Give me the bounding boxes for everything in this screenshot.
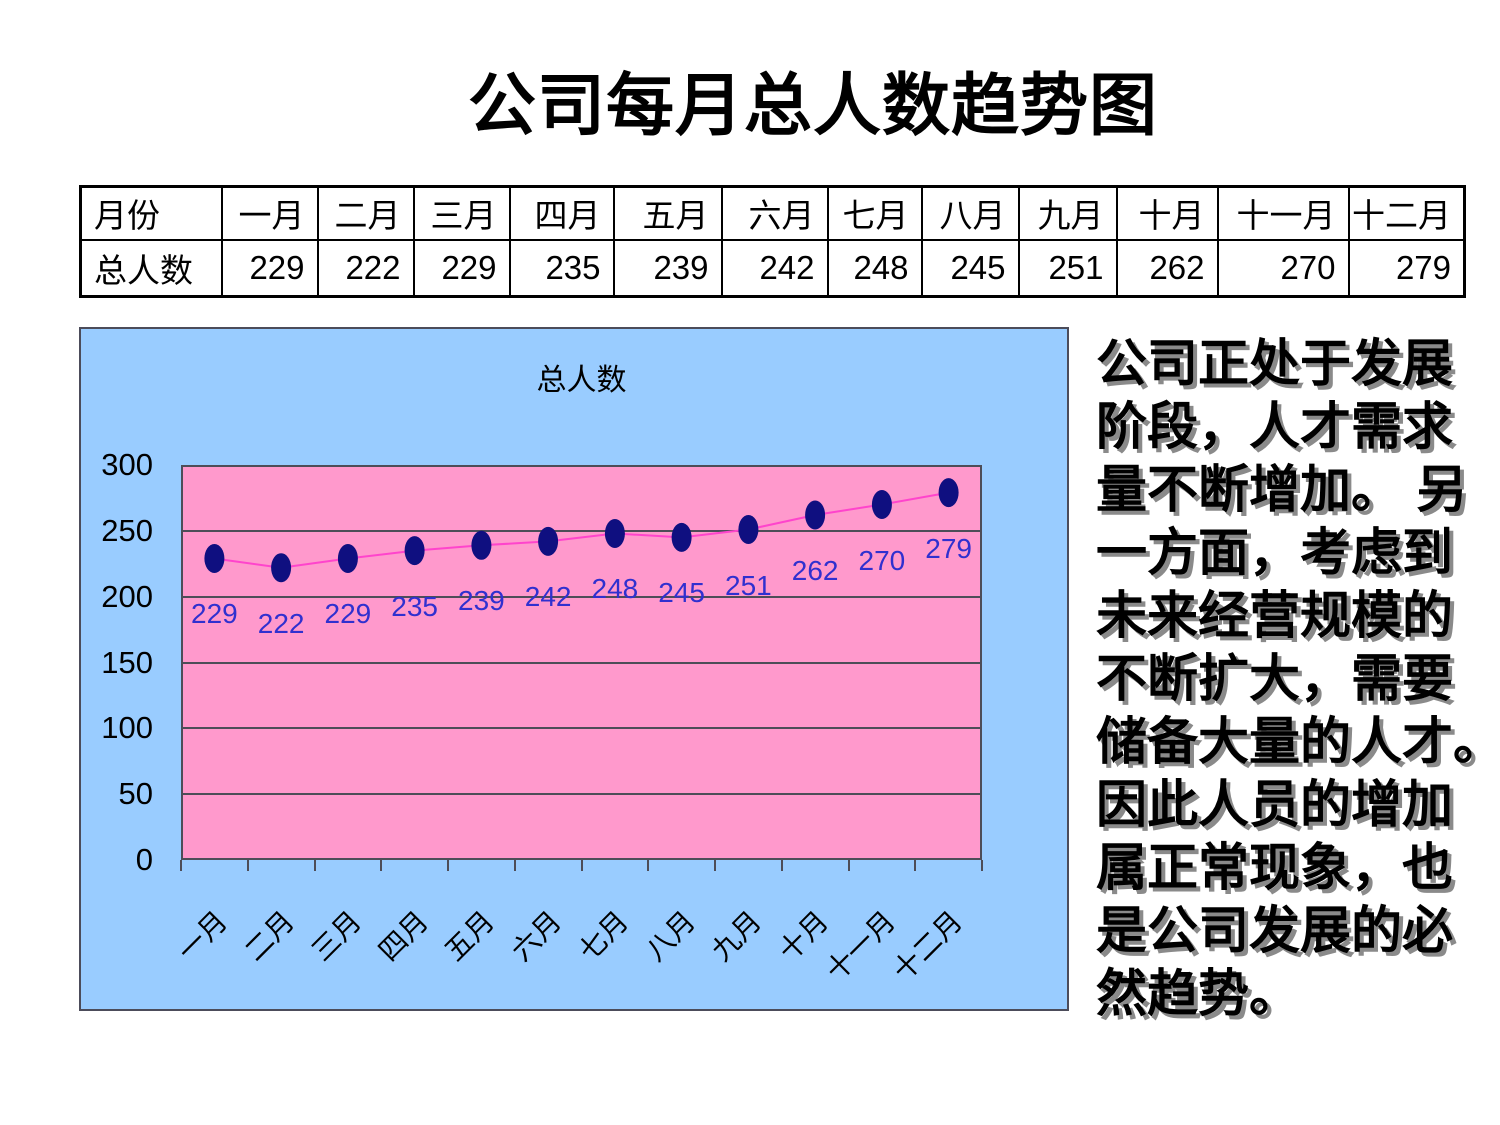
data-point-marker: [538, 526, 559, 556]
data-point-marker: [337, 544, 358, 573]
x-axis-tick: [780, 860, 783, 871]
data-table: 月份 一月 二月 三月 四月 五月 六月 七月 八月 九月 十月 十一月 十二月 总人数 229 222…: [79, 185, 1466, 298]
data-label: 270: [858, 544, 906, 576]
x-axis-label: 十二月: [886, 905, 968, 987]
x-axis-label: 三月: [305, 905, 368, 967]
data-label: 229: [191, 598, 238, 630]
x-axis-label: 七月: [572, 905, 635, 967]
y-axis-label: 0: [135, 842, 153, 877]
x-axis-label: 九月: [706, 905, 768, 967]
x-axis-tick: [513, 860, 516, 871]
gridline: [181, 661, 982, 664]
data-point-marker: [471, 530, 492, 560]
x-axis-tick: [246, 860, 249, 871]
month-header-cell: 七月: [826, 185, 923, 241]
total-row-label: 总人数: [79, 238, 223, 298]
data-label: 222: [257, 607, 305, 639]
commentary-text: 公司正处于发展 阶段，人才需求 量不断增加。 另 一方面，考虑到 未来经营规模的…: [1096, 335, 1500, 1022]
data-label: 262: [791, 555, 839, 587]
x-axis-tick: [580, 860, 583, 871]
data-point-marker: [604, 519, 625, 548]
data-point-marker: [871, 490, 892, 519]
x-axis-label: 八月: [639, 905, 701, 967]
data-point-marker: [204, 544, 225, 573]
data-point-marker: [271, 553, 292, 583]
x-axis-label: 十月: [772, 905, 835, 967]
gridline: [181, 727, 982, 730]
gridline: [181, 595, 982, 598]
month-header-cell: 一月: [220, 185, 319, 241]
x-axis-label: 六月: [505, 905, 568, 967]
y-axis-label: 50: [118, 776, 153, 812]
y-axis-label: 300: [101, 447, 153, 482]
month-header-cell: 二月: [316, 185, 415, 241]
data-label: 235: [391, 590, 438, 622]
month-header-cell: 五月: [612, 185, 723, 241]
y-axis-label: 100: [101, 710, 153, 746]
data-point-marker: [738, 515, 759, 544]
month-header-cell: 十二月: [1347, 185, 1466, 241]
x-axis-tick: [180, 860, 182, 871]
value-cell: 270: [1216, 238, 1350, 298]
month-header-cell: 十月: [1115, 185, 1219, 241]
value-cell: 242: [720, 238, 829, 298]
data-label: 239: [458, 585, 505, 617]
x-axis-tick: [714, 860, 716, 871]
data-label: 248: [591, 573, 639, 605]
x-axis-label: 五月: [439, 905, 501, 967]
table-value-row: 总人数 229 222 229 235 239 242 248 245 251 262 270 279: [79, 238, 1466, 298]
x-axis-tick: [914, 860, 917, 871]
x-axis-tick: [647, 860, 650, 871]
month-header-cell: 十一月: [1216, 185, 1350, 241]
value-cell: 262: [1115, 238, 1219, 298]
y-axis-label: 250: [101, 512, 153, 548]
value-cell: 279: [1347, 238, 1466, 298]
gridline: [181, 793, 982, 796]
data-label: 245: [658, 577, 705, 609]
data-label: 242: [524, 581, 572, 613]
x-axis-label: 二月: [238, 905, 301, 967]
month-header-cell: 八月: [920, 185, 1020, 241]
chart-container: 总人数 229 222 229 235 239 242 248 245 251 262 270 279…: [79, 327, 1069, 1011]
x-axis-tick: [847, 860, 850, 871]
gridline: [181, 529, 982, 532]
x-axis-label: 四月: [372, 905, 434, 967]
value-cell: 248: [826, 238, 923, 298]
month-header-cell: 四月: [508, 185, 615, 241]
data-point-marker: [404, 536, 425, 566]
trend-line: [214, 491, 949, 569]
plot-area: 229 222 229 235 239 242 248 245 251 262 270 279: [181, 465, 982, 860]
value-cell: 251: [1017, 238, 1118, 298]
value-cell: 245: [920, 238, 1020, 298]
x-axis-tick: [313, 860, 316, 871]
x-axis-tick: [981, 860, 983, 871]
x-axis-tick: [380, 860, 383, 871]
data-label: 229: [324, 598, 372, 630]
value-cell: 229: [412, 238, 511, 298]
x-axis-label: 十一月: [819, 905, 902, 987]
table-header-row: 月份 一月 二月 三月 四月 五月 六月 七月 八月 九月 十月 十一月 十二月: [79, 185, 1466, 241]
page-title: 公司每月总人数趋势图: [468, 68, 1159, 144]
month-header-cell: 九月: [1017, 185, 1118, 241]
value-cell: 229: [220, 238, 319, 298]
data-point-marker: [938, 478, 959, 508]
value-cell: 239: [612, 238, 723, 298]
data-label: 279: [925, 532, 972, 564]
month-row-label: 月份: [79, 185, 223, 241]
data-label: 251: [725, 569, 772, 601]
y-axis-label: 200: [101, 578, 153, 614]
x-axis-tick: [447, 860, 449, 871]
month-header-cell: 六月: [720, 185, 829, 241]
y-axis-label: 150: [101, 644, 153, 680]
x-axis-label: 一月: [172, 905, 234, 967]
chart-title: 总人数: [536, 364, 627, 397]
value-cell: 222: [316, 238, 415, 298]
data-point-marker: [671, 522, 692, 552]
month-header-cell: 三月: [412, 185, 511, 241]
value-cell: 235: [508, 238, 615, 298]
data-point-marker: [805, 500, 826, 530]
trend-line-svg: [204, 478, 959, 583]
